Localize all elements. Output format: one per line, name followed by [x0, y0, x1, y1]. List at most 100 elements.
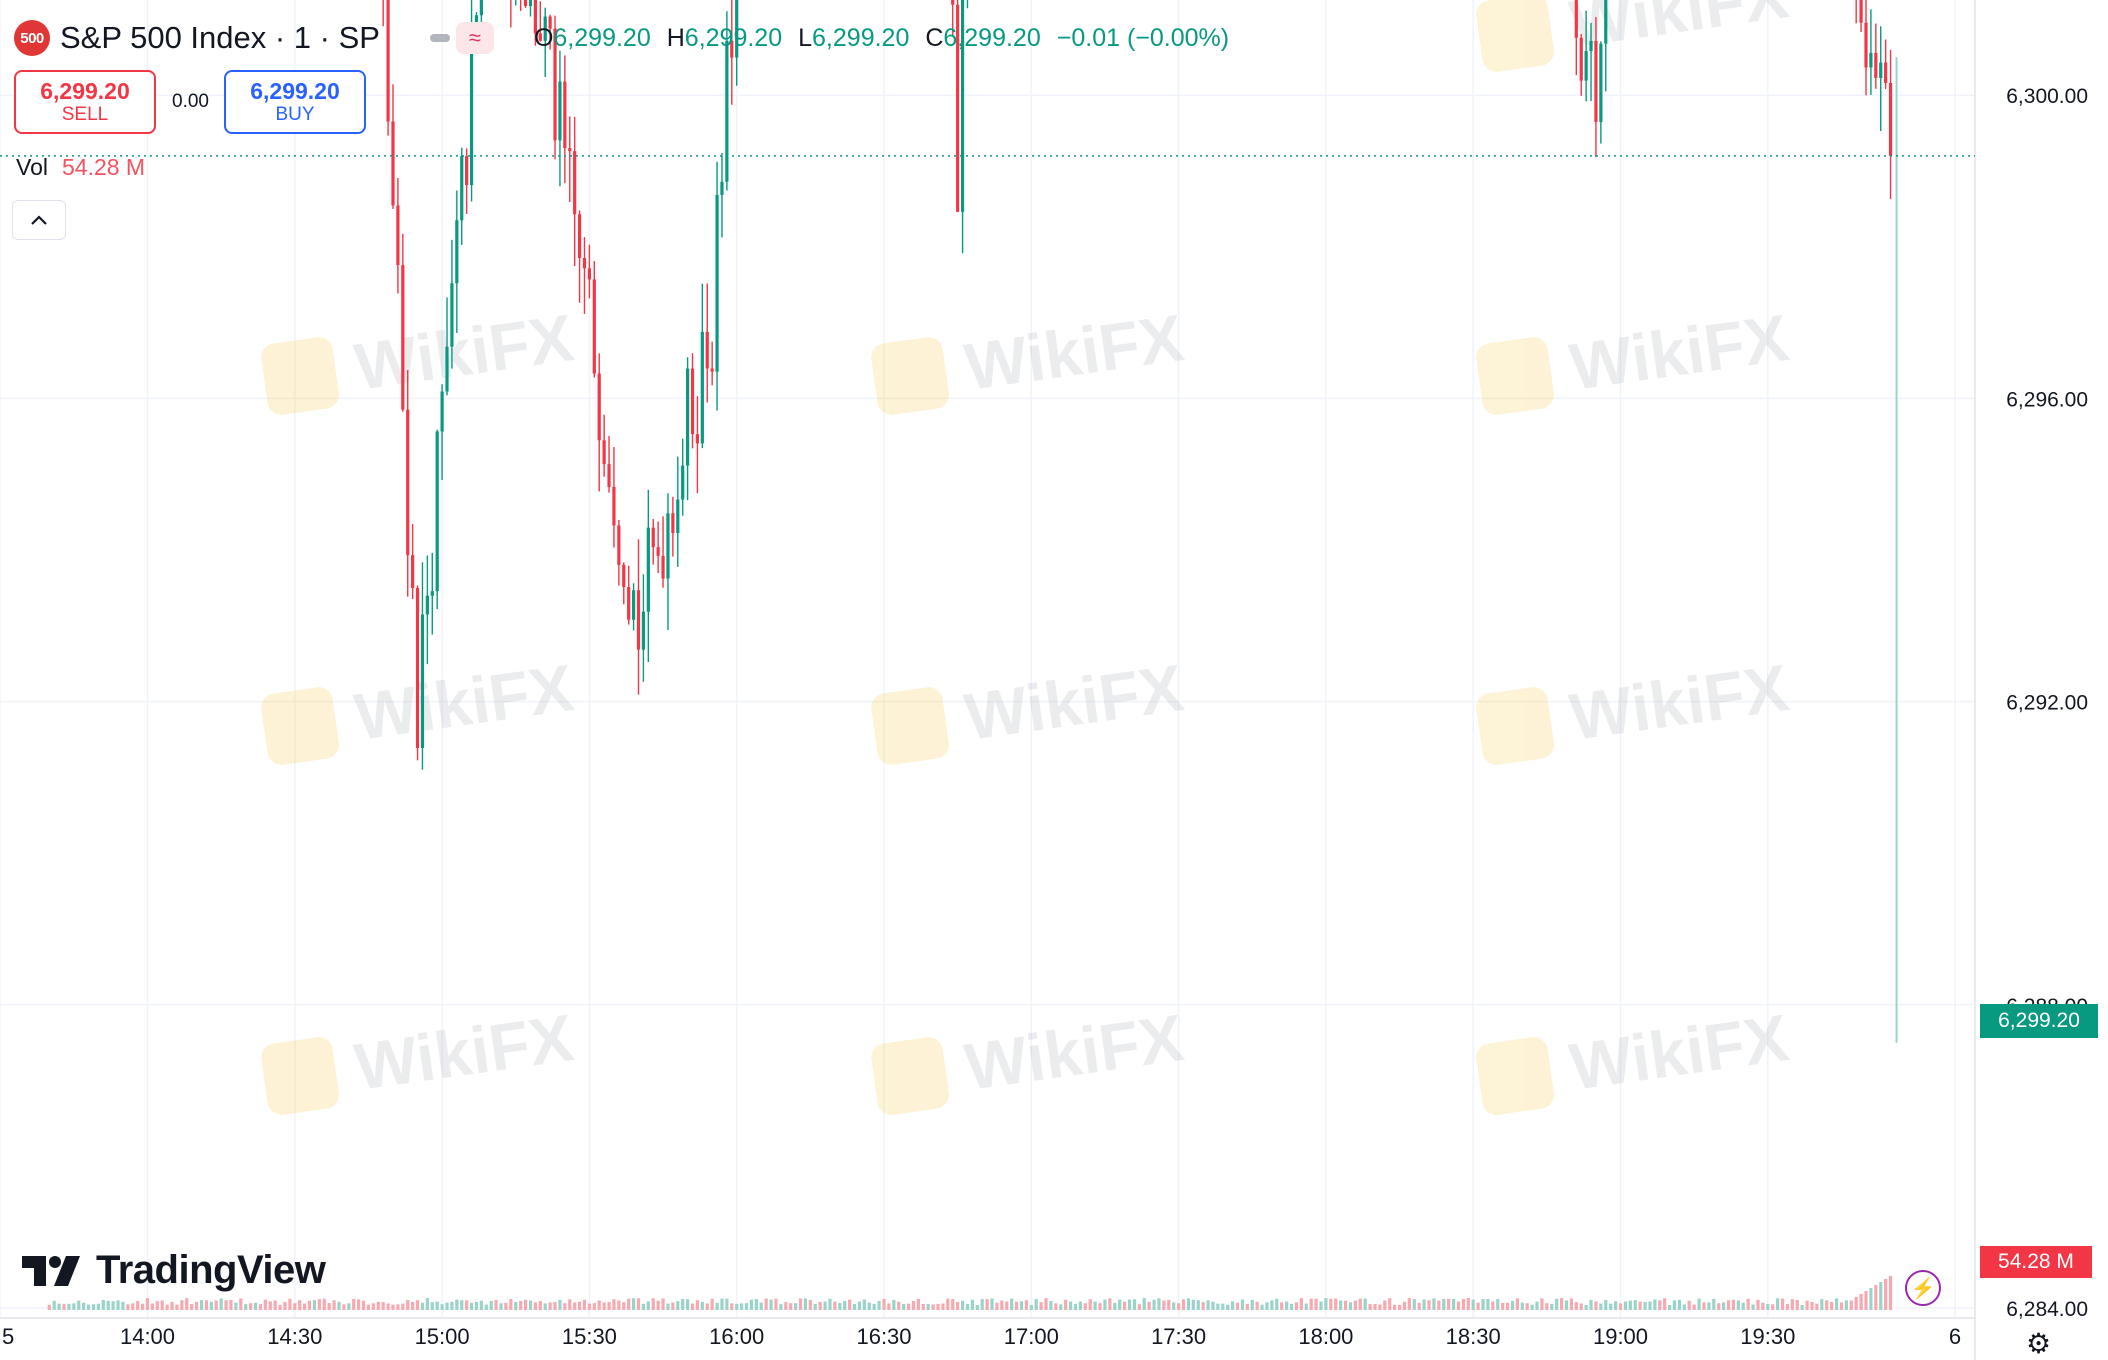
volume-bar	[1358, 1298, 1362, 1310]
current-volume-label: 54.28 M	[1980, 1246, 2092, 1278]
symbol-title[interactable]: S&P 500 Index · 1 · SP	[60, 20, 380, 55]
volume-bar	[1078, 1301, 1082, 1310]
volume-bar	[411, 1301, 415, 1310]
volume-bar	[1378, 1304, 1382, 1310]
volume-bar	[1515, 1298, 1519, 1310]
volume-bar	[695, 1300, 700, 1310]
volume-bar	[386, 1303, 390, 1310]
price-axis[interactable]: 6,284.006,288.006,292.006,296.006,300.00…	[2006, 0, 2088, 1321]
candle-body	[695, 434, 700, 444]
candle-body	[1589, 40, 1593, 52]
volume-bar	[744, 1303, 749, 1310]
volume-bar	[563, 1303, 567, 1310]
volume-bar	[1363, 1298, 1367, 1310]
volume-bar	[602, 1302, 606, 1310]
watermark-logo-icon	[1476, 0, 1554, 72]
volume-bar	[366, 1304, 371, 1310]
lightning-icon[interactable]: ⚡	[1905, 1270, 1941, 1306]
candle-body	[440, 391, 444, 432]
chart-grid	[0, 0, 1976, 1360]
volume-bar	[641, 1303, 646, 1310]
volume-bar	[970, 1299, 974, 1310]
volume-bar	[273, 1300, 277, 1310]
volume-bar	[887, 1303, 891, 1310]
volume-bar	[126, 1304, 130, 1310]
volume-bar	[77, 1300, 81, 1310]
volume-bar	[1147, 1301, 1151, 1310]
volume-bar	[209, 1301, 213, 1310]
time-tick-label: 18:30	[1446, 1324, 1501, 1349]
volume-bar	[1044, 1298, 1048, 1310]
candle-body	[391, 121, 395, 206]
volume-bar	[86, 1304, 91, 1310]
candle-body	[951, 0, 955, 5]
volume-bar	[1014, 1301, 1019, 1310]
volume-bar	[1122, 1301, 1127, 1310]
collapse-legend-button[interactable]	[12, 200, 66, 240]
volume-legend[interactable]: Vol 54.28 M	[16, 154, 145, 181]
volume-label: Vol	[16, 154, 48, 180]
volume-bar	[1142, 1298, 1146, 1310]
watermark-text: WikiFX	[1565, 650, 1793, 754]
volume-bar	[1113, 1302, 1117, 1310]
volume-bar	[1010, 1298, 1014, 1310]
volume-bar	[1555, 1298, 1559, 1310]
volume-bar	[474, 1301, 479, 1310]
volume-bar	[906, 1303, 911, 1310]
volume-bar	[1064, 1299, 1068, 1310]
volume-bar	[288, 1298, 292, 1310]
candle-body	[627, 587, 631, 620]
volume-bar	[862, 1299, 866, 1310]
volume-bar	[1093, 1301, 1097, 1310]
volume-bar	[1663, 1298, 1667, 1310]
volume-bar	[1530, 1304, 1534, 1310]
volume-bar	[995, 1302, 999, 1310]
volume-bar	[1177, 1303, 1181, 1310]
volume-bar	[460, 1300, 464, 1310]
volume-bar	[1486, 1299, 1490, 1310]
buy-button[interactable]: 6,299.20 BUY	[224, 70, 366, 134]
volume-bar	[1098, 1303, 1102, 1310]
volume-bar	[681, 1298, 685, 1310]
volume-bar	[357, 1299, 361, 1310]
indicator-status[interactable]: ≈	[429, 22, 494, 54]
volume-bar	[1535, 1301, 1539, 1310]
volume-bar	[622, 1302, 626, 1310]
candle-body	[700, 331, 704, 444]
volume-bar	[1039, 1302, 1043, 1310]
trade-buttons: 6,299.20 SELL 0.00 6,299.20 BUY	[14, 70, 366, 134]
volume-bar	[195, 1301, 199, 1310]
volume-bar	[1299, 1298, 1303, 1310]
time-axis[interactable]: 5 14:00 14:30 15:00 15:30 16:00 16:30 17:00 17:3…	[2, 1324, 1961, 1349]
sell-button[interactable]: 6,299.20 SELL	[14, 70, 156, 134]
price-tick-label: 6,296.00	[2006, 388, 2088, 411]
candle-body	[469, 44, 474, 186]
volume-bar	[1780, 1298, 1785, 1310]
volume-bar	[1373, 1303, 1377, 1310]
volume-bar	[1235, 1302, 1240, 1310]
volume-bar	[1491, 1301, 1495, 1310]
gear-icon[interactable]: ⚙	[2026, 1328, 2052, 1359]
volume-bar	[749, 1299, 754, 1310]
volume-bar	[705, 1303, 709, 1310]
tradingview-logo[interactable]: TradingView	[20, 1248, 326, 1293]
volume-bar	[1118, 1299, 1122, 1310]
candle-body	[715, 194, 719, 372]
volume-bar	[376, 1301, 380, 1310]
volume-bar	[1815, 1303, 1819, 1310]
time-tick-label: 18:00	[1298, 1324, 1353, 1349]
volume-bar	[1550, 1303, 1554, 1310]
volume-bar	[720, 1298, 724, 1310]
time-tick-label: 19:00	[1593, 1324, 1648, 1349]
volume-bar	[298, 1300, 302, 1310]
volume-bar	[671, 1302, 675, 1310]
candle-body	[587, 268, 591, 280]
volume-bar	[921, 1303, 925, 1310]
volume-bar	[1019, 1301, 1024, 1310]
volume-bar	[312, 1300, 317, 1310]
volume-bar	[1172, 1302, 1176, 1310]
watermark: WikiFX	[1476, 300, 1793, 415]
change-value: −0.01 (−0.00%)	[1056, 23, 1230, 52]
volume-bar	[1849, 1300, 1853, 1310]
